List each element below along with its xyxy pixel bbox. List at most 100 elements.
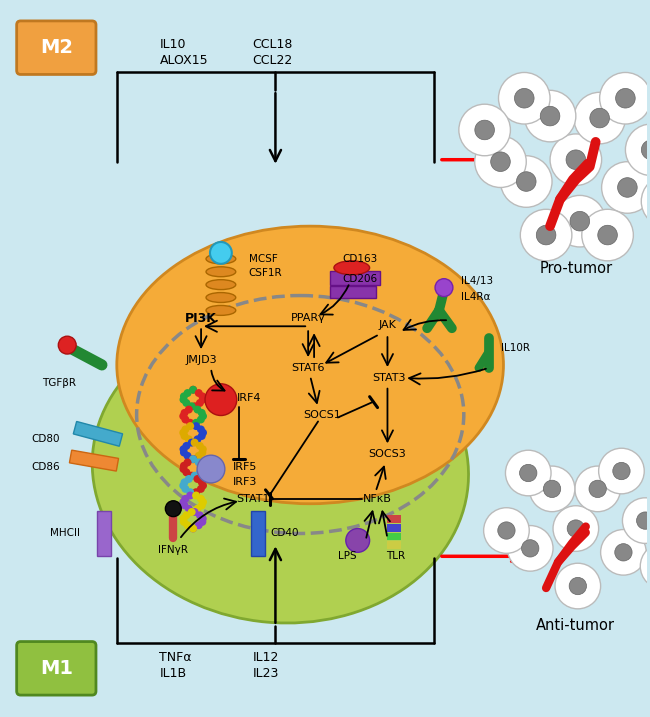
Circle shape [550, 134, 602, 186]
Circle shape [199, 445, 207, 453]
Circle shape [189, 386, 197, 394]
FancyBboxPatch shape [17, 21, 96, 75]
Circle shape [642, 140, 650, 160]
Circle shape [192, 419, 200, 427]
Circle shape [195, 452, 203, 460]
Circle shape [192, 492, 200, 500]
Circle shape [185, 435, 193, 443]
Text: IL4/13: IL4/13 [461, 275, 493, 285]
Circle shape [187, 422, 194, 430]
Polygon shape [330, 285, 376, 298]
Polygon shape [70, 450, 118, 471]
Circle shape [165, 500, 181, 517]
Circle shape [199, 429, 207, 437]
FancyBboxPatch shape [17, 642, 96, 695]
Circle shape [623, 498, 650, 543]
Circle shape [582, 209, 633, 261]
Circle shape [475, 120, 495, 140]
Circle shape [198, 478, 205, 486]
Circle shape [196, 468, 204, 476]
Circle shape [198, 409, 205, 417]
Circle shape [179, 515, 187, 523]
Text: IFNγR: IFNγR [159, 546, 188, 556]
Circle shape [600, 72, 650, 124]
Circle shape [642, 176, 650, 227]
Circle shape [569, 577, 586, 594]
Text: Anti-tumor: Anti-tumor [536, 618, 616, 633]
Text: STAT1: STAT1 [236, 494, 269, 504]
Ellipse shape [334, 261, 370, 275]
Circle shape [183, 458, 192, 466]
Circle shape [499, 72, 550, 124]
Circle shape [517, 172, 536, 191]
Circle shape [181, 501, 188, 509]
Circle shape [197, 416, 205, 424]
Circle shape [555, 564, 601, 609]
Text: CD40: CD40 [270, 528, 299, 538]
Circle shape [198, 518, 206, 526]
Circle shape [183, 511, 190, 519]
Circle shape [618, 178, 637, 197]
Text: CCL22: CCL22 [253, 54, 293, 67]
Circle shape [183, 389, 192, 397]
Circle shape [179, 465, 187, 473]
Circle shape [199, 515, 207, 523]
Circle shape [189, 455, 197, 463]
Circle shape [197, 485, 205, 493]
Circle shape [183, 452, 192, 460]
Circle shape [197, 495, 205, 503]
Polygon shape [73, 422, 123, 446]
Circle shape [179, 412, 187, 420]
Circle shape [185, 406, 193, 414]
Ellipse shape [206, 280, 236, 290]
Circle shape [346, 528, 370, 552]
Circle shape [179, 429, 187, 437]
Circle shape [194, 435, 202, 443]
Circle shape [615, 543, 632, 561]
Circle shape [498, 522, 515, 539]
Text: NFκB: NFκB [363, 494, 392, 504]
Circle shape [197, 425, 205, 433]
Circle shape [183, 399, 190, 407]
Ellipse shape [117, 226, 504, 504]
Circle shape [188, 439, 196, 447]
Circle shape [190, 472, 199, 480]
Circle shape [188, 402, 196, 410]
Circle shape [188, 472, 196, 480]
Text: TNFα: TNFα [159, 651, 192, 664]
Circle shape [508, 526, 553, 571]
Text: IRF4: IRF4 [237, 393, 261, 403]
Circle shape [515, 88, 534, 108]
Text: CCL18: CCL18 [253, 38, 293, 51]
Circle shape [616, 88, 635, 108]
Text: CD163: CD163 [342, 254, 378, 264]
Circle shape [194, 475, 202, 483]
Circle shape [529, 466, 575, 512]
Polygon shape [387, 515, 401, 523]
Text: TGFβR: TGFβR [42, 378, 76, 388]
Circle shape [189, 455, 197, 463]
Circle shape [589, 480, 606, 498]
Polygon shape [387, 523, 401, 531]
Text: JAK: JAK [378, 320, 396, 331]
Ellipse shape [206, 305, 236, 315]
Polygon shape [387, 541, 401, 549]
Text: ALOX15: ALOX15 [159, 54, 208, 67]
Circle shape [500, 156, 552, 207]
Text: IRF5: IRF5 [233, 462, 257, 472]
Circle shape [190, 439, 199, 447]
Circle shape [179, 498, 187, 506]
Circle shape [181, 425, 189, 433]
Circle shape [474, 136, 526, 187]
Circle shape [519, 465, 537, 482]
Circle shape [187, 419, 194, 427]
Circle shape [198, 392, 206, 400]
Text: PI3K: PI3K [185, 312, 217, 325]
Text: IL4Rα: IL4Rα [461, 292, 490, 302]
Circle shape [574, 92, 625, 144]
Circle shape [198, 449, 206, 457]
Circle shape [196, 511, 204, 519]
Circle shape [181, 416, 189, 424]
Circle shape [567, 520, 584, 537]
Circle shape [183, 521, 192, 529]
